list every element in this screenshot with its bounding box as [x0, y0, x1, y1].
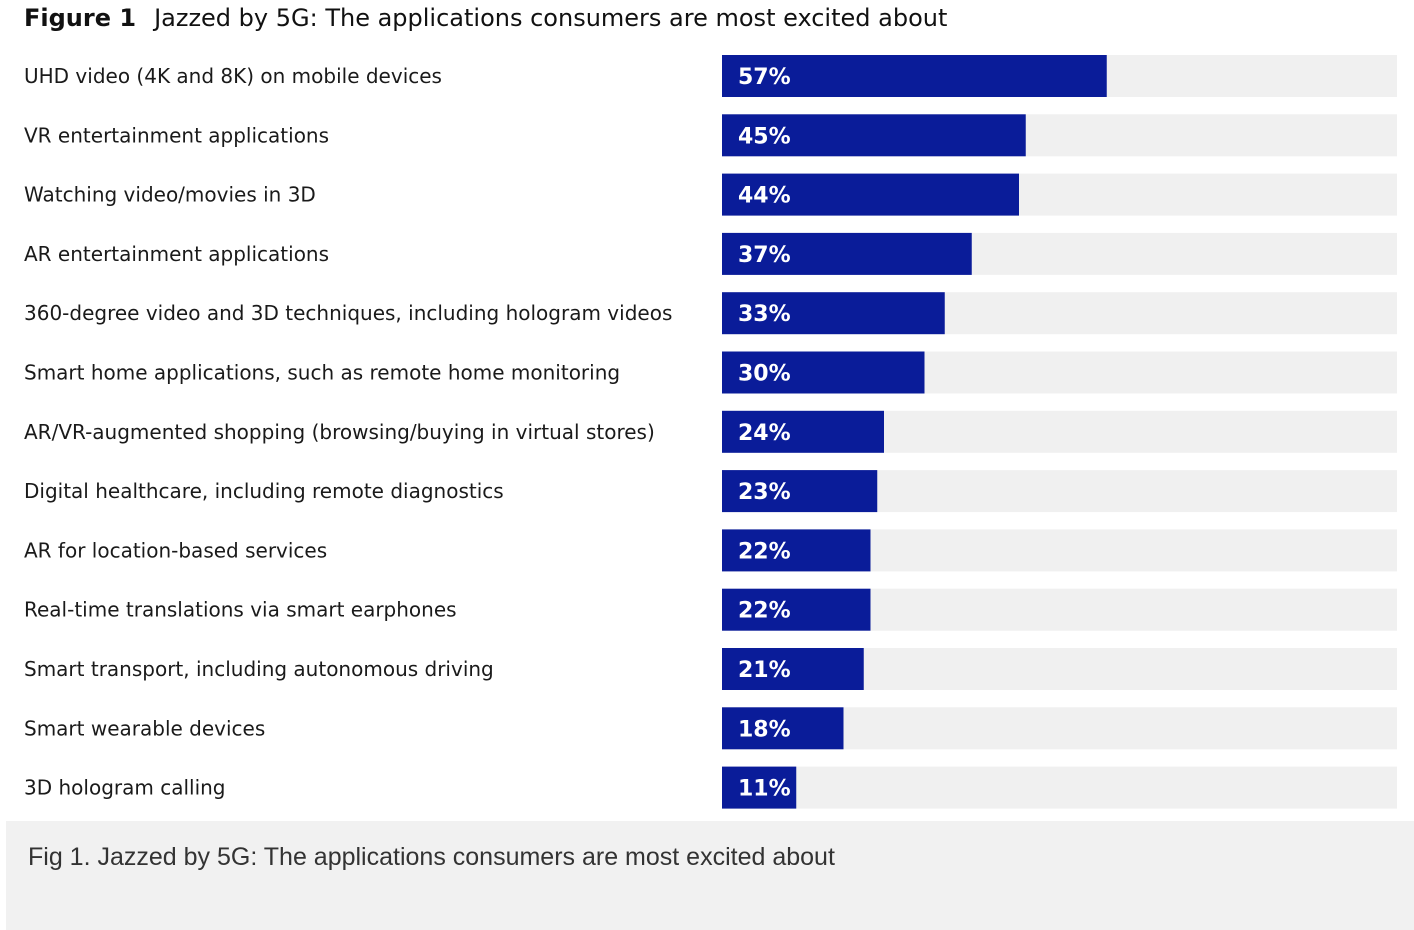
bar — [722, 351, 925, 394]
value-label: 18% — [738, 717, 791, 742]
category-label: Digital healthcare, including remote dia… — [24, 479, 504, 503]
category-label: AR/VR-augmented shopping (browsing/buyin… — [24, 420, 655, 444]
category-label: Smart wearable devices — [24, 716, 265, 740]
bar — [722, 114, 1026, 157]
value-label: 24% — [738, 421, 791, 446]
category-label: Real-time translations via smart earphon… — [24, 598, 457, 622]
bar-track — [722, 766, 1397, 809]
value-label: 44% — [738, 184, 791, 209]
value-label: 23% — [738, 480, 791, 505]
bar — [722, 292, 945, 335]
category-label: Smart transport, including autonomous dr… — [24, 657, 494, 681]
figure-title-row: Figure 1 Jazzed by 5G: The applications c… — [24, 0, 947, 36]
bar — [722, 470, 878, 513]
bar — [722, 55, 1107, 97]
bar — [722, 707, 844, 750]
bar-chart: UHD video (4K and 8K) on mobile devices 5… — [24, 55, 1397, 809]
category-label: 360-degree video and 3D techniques, incl… — [24, 301, 672, 325]
bar — [722, 173, 1019, 216]
bar — [722, 232, 972, 275]
bar — [722, 766, 797, 809]
bar — [722, 648, 864, 690]
figure-title: Jazzed by 5G: The applications consumers… — [154, 4, 948, 32]
figure-label: Figure 1 — [24, 4, 137, 32]
category-label: Smart home applications, such as remote … — [24, 361, 620, 385]
value-label: 22% — [738, 599, 791, 624]
bar — [722, 410, 884, 453]
category-label: AR for location-based services — [24, 538, 327, 562]
value-label: 11% — [738, 777, 791, 802]
figure-caption: Fig 1. Jazzed by 5G: The applications co… — [28, 843, 835, 871]
category-label: UHD video (4K and 8K) on mobile devices — [24, 64, 442, 88]
value-label: 45% — [738, 124, 791, 149]
category-label: 3D hologram calling — [24, 776, 226, 800]
caption-box: Fig 1. Jazzed by 5G: The applications co… — [6, 821, 1414, 930]
category-label: AR entertainment applications — [24, 242, 329, 266]
value-label: 22% — [738, 539, 791, 564]
value-label: 30% — [738, 362, 791, 387]
category-label: Watching video/movies in 3D — [24, 183, 316, 207]
chart-figure: Figure 1 Jazzed by 5G: The applications c… — [24, 0, 1397, 809]
category-label: VR entertainment applications — [24, 123, 329, 147]
bar — [722, 529, 871, 572]
value-label: 21% — [738, 658, 791, 683]
value-label: 33% — [738, 302, 791, 327]
bar — [722, 588, 871, 631]
value-label: 57% — [738, 65, 791, 90]
value-label: 37% — [738, 243, 791, 268]
